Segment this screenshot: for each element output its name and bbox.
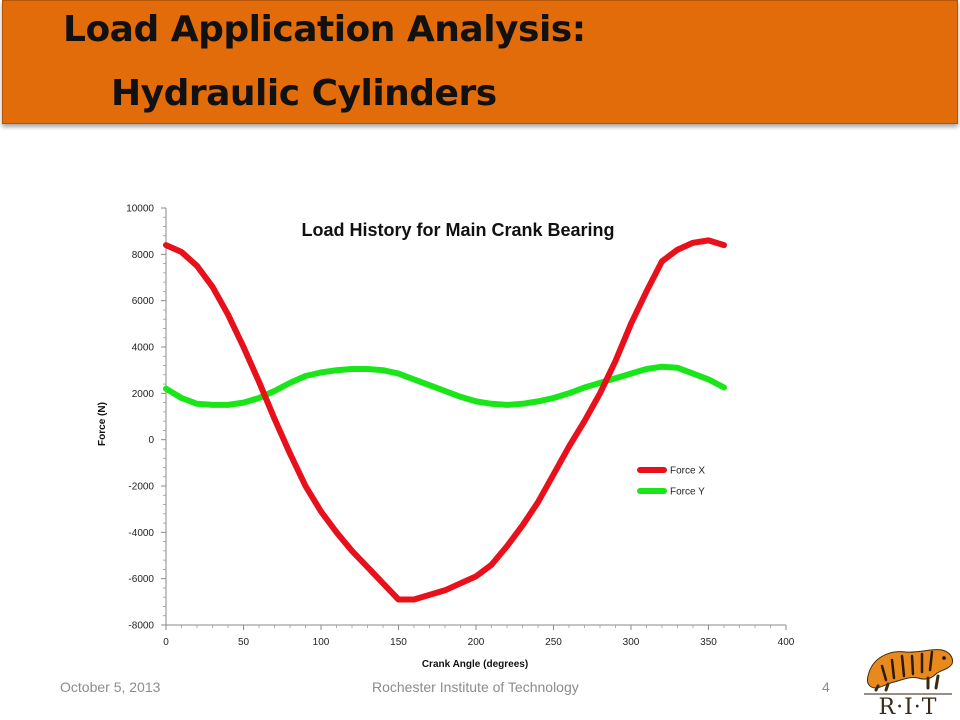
x-tick-label: 200 — [468, 637, 485, 648]
slide-title-line1: Load Application Analysis: — [63, 9, 586, 50]
x-tick-label: 100 — [313, 637, 330, 648]
x-tick-label: 300 — [623, 637, 640, 648]
y-tick-label: -4000 — [128, 528, 154, 539]
footer-date: October 5, 2013 — [60, 679, 161, 695]
y-tick-label: 8000 — [132, 250, 155, 261]
y-tick-label: -8000 — [128, 621, 154, 632]
series-line-force-x — [163, 237, 727, 603]
y-tick-label: -2000 — [128, 482, 154, 493]
series-line-force-y — [163, 363, 727, 408]
y-tick-label: 6000 — [132, 296, 155, 307]
chart-title: Load History for Main Crank Bearing — [301, 220, 614, 240]
chart-legend: Force X Force Y — [637, 466, 705, 498]
x-tick-label: 0 — [163, 637, 169, 648]
legend-label-force-x: Force X — [670, 466, 705, 477]
y-tick-label: 10000 — [126, 204, 154, 215]
x-tick-label: 400 — [778, 637, 795, 648]
slide-title-line2: Hydraulic Cylinders — [111, 73, 497, 114]
tiger-logo-icon — [867, 649, 953, 692]
y-tick-label: 0 — [148, 435, 154, 446]
x-tick-label: 250 — [545, 637, 562, 648]
chart-series-layer — [163, 237, 727, 603]
title-bar: Load Application Analysis: Hydraulic Cyl… — [2, 0, 958, 124]
x-tick-label: 150 — [390, 637, 407, 648]
y-tick-label: -6000 — [128, 574, 154, 585]
footer-organization: Rochester Institute of Technology — [372, 679, 579, 695]
legend-label-force-y: Force Y — [670, 487, 705, 498]
rit-logo: R·I·T — [864, 649, 953, 718]
rit-logo-text: R·I·T — [879, 695, 938, 718]
x-tick-label: 350 — [700, 637, 717, 648]
chart-axes: 1000080006000400020000-2000-4000-6000-80… — [126, 204, 795, 649]
x-tick-label: 50 — [238, 637, 250, 648]
y-tick-label: 4000 — [132, 343, 155, 354]
x-axis-label: Crank Angle (degrees) — [422, 659, 528, 670]
footer-page-number: 4 — [822, 679, 830, 695]
y-axis-label: Force (N) — [97, 402, 108, 446]
y-tick-label: 2000 — [132, 389, 155, 400]
